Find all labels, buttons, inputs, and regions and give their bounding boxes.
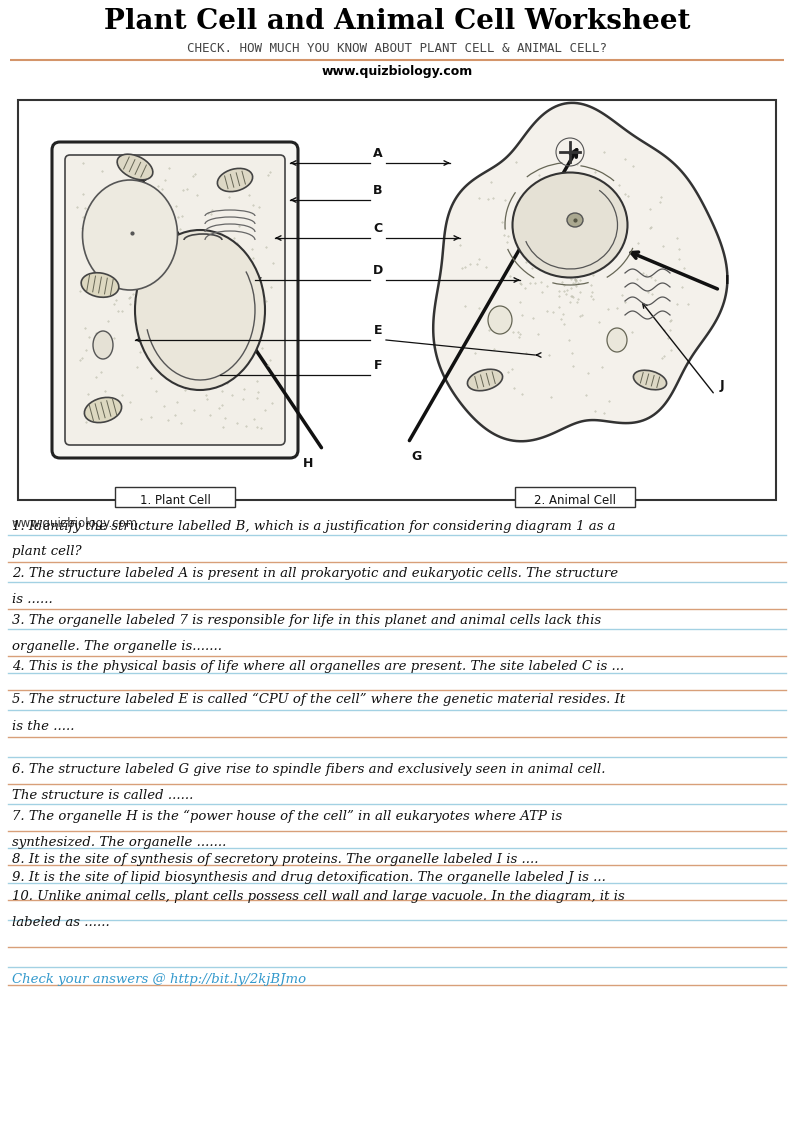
Bar [18, 100, 776, 500]
Text: 6. The structure labeled G give rise to spindle fibers and exclusively seen in a: 6. The structure labeled G give rise to … [12, 763, 606, 776]
Text: D: D [373, 264, 384, 277]
Ellipse shape [93, 331, 113, 359]
Text: F: F [374, 359, 382, 372]
Ellipse shape [468, 369, 503, 391]
Ellipse shape [607, 328, 627, 351]
Ellipse shape [567, 213, 583, 227]
Ellipse shape [512, 173, 627, 277]
Ellipse shape [84, 398, 121, 422]
Ellipse shape [218, 168, 252, 192]
Polygon shape [434, 103, 727, 441]
Ellipse shape [488, 305, 512, 334]
Text: 10. Unlike animal cells, plant cells possess cell wall and large vacuole. In the: 10. Unlike animal cells, plant cells pos… [12, 891, 625, 903]
Ellipse shape [81, 273, 119, 298]
Text: www.quizbiology.com: www.quizbiology.com [322, 65, 472, 77]
FancyBboxPatch shape [52, 141, 298, 458]
Text: is the .....: is the ..... [12, 720, 75, 733]
Text: A: A [373, 147, 383, 159]
Text: 2. Animal Cell: 2. Animal Cell [534, 494, 616, 506]
FancyBboxPatch shape [65, 155, 285, 445]
Text: J: J [720, 378, 725, 392]
Text: 8. It is the site of synthesis of secretory proteins. The organelle labeled I is: 8. It is the site of synthesis of secret… [12, 853, 538, 866]
Text: is ......: is ...... [12, 593, 52, 606]
Text: B: B [373, 184, 383, 197]
Bar [115, 487, 235, 506]
Text: Plant Cell and Animal Cell Worksheet: Plant Cell and Animal Cell Worksheet [104, 8, 690, 35]
Text: E: E [374, 325, 382, 337]
Bar [515, 487, 635, 506]
Text: labeled as ......: labeled as ...... [12, 916, 110, 929]
Text: CHECK. HOW MUCH YOU KNOW ABOUT PLANT CELL & ANIMAL CELL?: CHECK. HOW MUCH YOU KNOW ABOUT PLANT CEL… [187, 42, 607, 55]
Text: www.quizbiology.com: www.quizbiology.com [12, 517, 138, 530]
Text: 4. This is the physical basis of life where all organelles are present. The site: 4. This is the physical basis of life wh… [12, 660, 624, 673]
Text: The structure is called ......: The structure is called ...... [12, 789, 194, 802]
Text: plant cell?: plant cell? [12, 545, 82, 558]
Text: G: G [411, 450, 422, 463]
Text: 1. Plant Cell: 1. Plant Cell [140, 494, 210, 506]
Text: 7. The organelle H is the “power house of the cell” in all eukaryotes where ATP : 7. The organelle H is the “power house o… [12, 810, 562, 823]
Text: 1. Identify the structure labelled B, which is a justification for considering d: 1. Identify the structure labelled B, wh… [12, 520, 615, 533]
Text: 2. The structure labeled A is present in all prokaryotic and eukaryotic cells. T: 2. The structure labeled A is present in… [12, 567, 618, 579]
Text: 9. It is the site of lipid biosynthesis and drug detoxification. The organelle l: 9. It is the site of lipid biosynthesis … [12, 871, 606, 884]
Text: Check your answers @ http://bit.ly/2kjBJmo: Check your answers @ http://bit.ly/2kjBJ… [12, 973, 306, 986]
Text: synthesized. The organelle .......: synthesized. The organelle ....... [12, 836, 226, 849]
Text: I: I [725, 274, 730, 287]
Ellipse shape [634, 371, 667, 390]
Text: H: H [303, 457, 313, 471]
Ellipse shape [83, 180, 178, 290]
Ellipse shape [118, 154, 152, 180]
Text: C: C [373, 222, 383, 235]
Ellipse shape [135, 230, 265, 390]
Text: organelle. The organelle is.......: organelle. The organelle is....... [12, 640, 222, 652]
Text: 3. The organelle labeled 7 is responsible for life in this planet and animal cel: 3. The organelle labeled 7 is responsibl… [12, 614, 601, 627]
Text: 5. The structure labeled E is called “CPU of the cell” where the genetic materia: 5. The structure labeled E is called “CP… [12, 693, 625, 706]
